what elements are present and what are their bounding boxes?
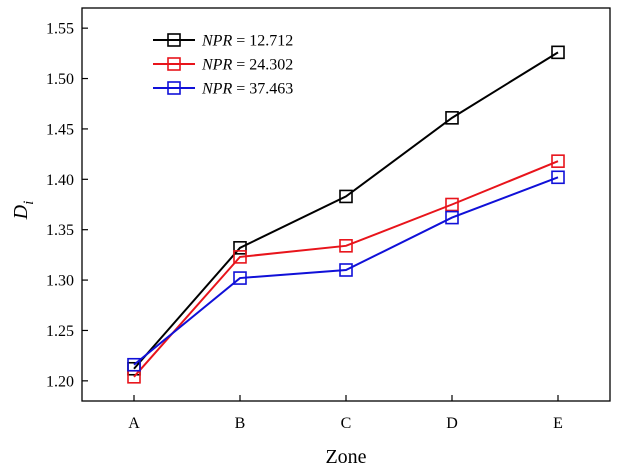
x-axis-ticks: A B C D E [128,395,563,432]
series-3-marker-B [233,271,247,285]
legend-label-value: = 37.463 [232,81,293,98]
y-tick-label: 1.45 [46,121,74,138]
x-tick-label: E [553,415,563,432]
series-2-marker-D [445,197,459,212]
x-tick-label: A [128,415,140,432]
series-2-marker-E [551,154,565,168]
series-1-marker-C [339,189,353,204]
x-axis-title: Zone [325,446,366,468]
legend-marker-1 [167,33,181,47]
series-3-marker-C [339,263,353,277]
y-axis-ticks: 1.20 1.25 1.30 1.35 1.40 1.45 1.50 1.55 [46,21,88,390]
y-tick-label: 1.40 [46,172,74,189]
legend-label-1: NPR = 12.712 [201,33,293,50]
series-1-marker-D [445,111,459,125]
y-tick-label: 1.25 [46,323,74,340]
legend-label-value: = 24.302 [232,57,293,74]
y-tick-label: 1.35 [46,222,74,239]
y-tick-label: 1.20 [46,373,74,390]
y-axis-title-main: D [10,204,32,220]
series-3-marker-A [127,357,141,372]
x-tick-label: B [235,415,246,432]
y-tick-label: 1.30 [46,273,74,290]
series-line-3 [133,176,559,366]
legend-label-3: NPR = 37.463 [201,81,293,98]
series-3-marker-D [445,210,459,225]
x-tick-label: C [341,415,352,432]
legend-label-var: NPR [201,81,232,98]
series-line-2 [133,160,559,378]
series-2-marker-C [339,239,353,253]
series-line-1 [133,51,559,370]
series-1-marker-B [233,241,247,255]
x-tick-label: D [446,415,458,432]
series-3-marker-E [551,170,565,185]
y-tick-label: 1.55 [46,21,74,38]
series-2-marker-B [233,250,247,264]
legend-marker-2 [167,57,181,71]
legend-label-value: = 12.712 [232,33,293,50]
legend-marker-3 [167,81,181,95]
legend-label-var: NPR [201,57,232,74]
y-axis-title: Di [10,201,37,221]
legend-label-var: NPR [201,33,232,50]
y-axis-title-subscript: i [21,201,37,205]
legend-label-2: NPR = 24.302 [201,57,293,74]
y-tick-label: 1.50 [46,71,74,88]
plot-content [127,45,565,384]
series-1-marker-E [551,45,565,60]
